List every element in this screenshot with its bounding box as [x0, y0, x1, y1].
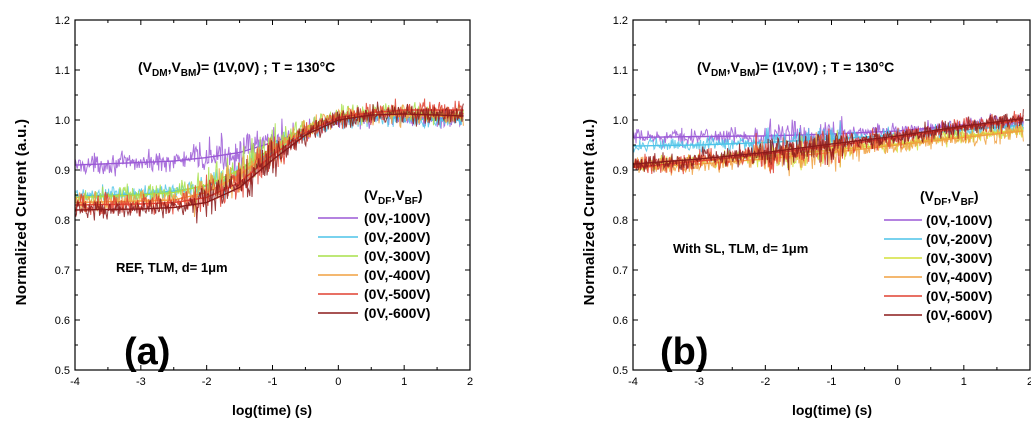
x-tick-label: -1: [268, 376, 278, 388]
plot-area-a: [75, 98, 464, 224]
x-tick-label: -3: [136, 376, 146, 388]
condition-annotation: (VDM,VBM)= (1V,0V) ; T = 130°C: [138, 59, 335, 79]
plot-area-b: [633, 109, 1024, 177]
axes-a: -4 -3 -2 -1 0 1 2 0.5 0.6 0.7 0.8 0.9 1.0 1.1 1.2: [55, 15, 473, 388]
y-axis-label: Normalized Current (a.u.): [581, 119, 598, 306]
legend-entry: (0V,-500V): [364, 286, 430, 302]
legend-title: (VDF,VBF): [920, 188, 979, 208]
legend-entry: (0V,-500V): [926, 288, 992, 304]
legend-entry: (0V,-400V): [926, 269, 992, 285]
y-tick-label: 0.7: [55, 265, 70, 277]
y-tick-label: 0.7: [613, 265, 628, 277]
series-noisy-6: [75, 101, 464, 224]
legend-title: (VDF,VBF): [364, 187, 423, 207]
x-tick-label: -4: [628, 376, 638, 388]
x-tick-label: -3: [694, 376, 704, 388]
legend-entry: (0V,-100V): [926, 212, 992, 228]
x-tick-label: 1: [401, 376, 407, 388]
x-tick-label: -2: [760, 376, 770, 388]
y-tick-label: 0.5: [613, 365, 628, 377]
legend-entry: (0V,-600V): [926, 307, 992, 323]
y-tick-label: 0.9: [613, 165, 628, 177]
y-tick-label: 1.2: [55, 15, 70, 27]
legend-entry: (0V,-200V): [364, 229, 430, 245]
x-tick-label: 0: [335, 376, 341, 388]
legend-entry: (0V,-200V): [926, 231, 992, 247]
series-noisy-1: [633, 113, 1024, 155]
series-fit-6: [633, 117, 1024, 165]
x-tick-label: 2: [1027, 376, 1031, 388]
y-tick-label: 0.5: [55, 365, 70, 377]
legend-entry: (0V,-300V): [926, 250, 992, 266]
x-tick-label: -2: [202, 376, 212, 388]
y-tick-label: 1.2: [613, 15, 628, 27]
chart-panel-a: -4 -3 -2 -1 0 1 2 0.5 0.6 0.7 0.8 0.9 1.0 1.1 1.2 Norm…: [13, 15, 473, 418]
legend-entry: (0V,-600V): [364, 305, 430, 321]
axes-b: -4 -3 -2 -1 0 1 2 0.5 0.6 0.7 0.8 0.9 1.0 1.1 1.2: [613, 15, 1031, 388]
sample-annotation: With SL, TLM, d= 1μm: [673, 241, 808, 256]
y-tick-label: 0.9: [55, 165, 70, 177]
series-noisy-6: [633, 109, 1024, 173]
legend-entry: (0V,-300V): [364, 248, 430, 264]
x-tick-label: 2: [467, 376, 473, 388]
x-axis-label: log(time) (s): [232, 402, 312, 418]
y-tick-label: 1.0: [613, 115, 628, 127]
y-tick-label: 1.1: [55, 65, 70, 77]
panel-label: (b): [660, 331, 709, 373]
legend: (0V,-100V) (0V,-200V) (0V,-300V) (0V,-400V)…: [318, 210, 430, 321]
y-tick-label: 0.8: [55, 215, 70, 227]
y-axis-label: Normalized Current (a.u.): [13, 119, 30, 306]
x-tick-label: -4: [70, 376, 80, 388]
y-tick-label: 1.0: [55, 115, 70, 127]
x-tick-label: 1: [961, 376, 967, 388]
x-axis-label: log(time) (s): [792, 402, 872, 418]
panel-label: (a): [124, 331, 170, 373]
y-tick-label: 0.6: [55, 315, 70, 327]
sample-annotation: REF, TLM, d= 1μm: [116, 260, 228, 275]
chart-panel-b: -4 -3 -2 -1 0 1 2 0.5 0.6 0.7 0.8 0.9 1.0 1.1 1.2 Norm…: [581, 15, 1031, 418]
y-tick-label: 0.8: [613, 215, 628, 227]
x-tick-label: -1: [827, 376, 837, 388]
condition-annotation: (VDM,VBM)= (1V,0V) ; T = 130°C: [697, 59, 894, 79]
x-tick-label: 0: [895, 376, 901, 388]
y-tick-label: 1.1: [613, 65, 628, 77]
legend-entry: (0V,-400V): [364, 267, 430, 283]
y-tick-label: 0.6: [613, 315, 628, 327]
series-fit-6: [75, 113, 464, 211]
legend: (0V,-100V) (0V,-200V) (0V,-300V) (0V,-400V)…: [884, 212, 992, 323]
legend-entry: (0V,-100V): [364, 210, 430, 226]
